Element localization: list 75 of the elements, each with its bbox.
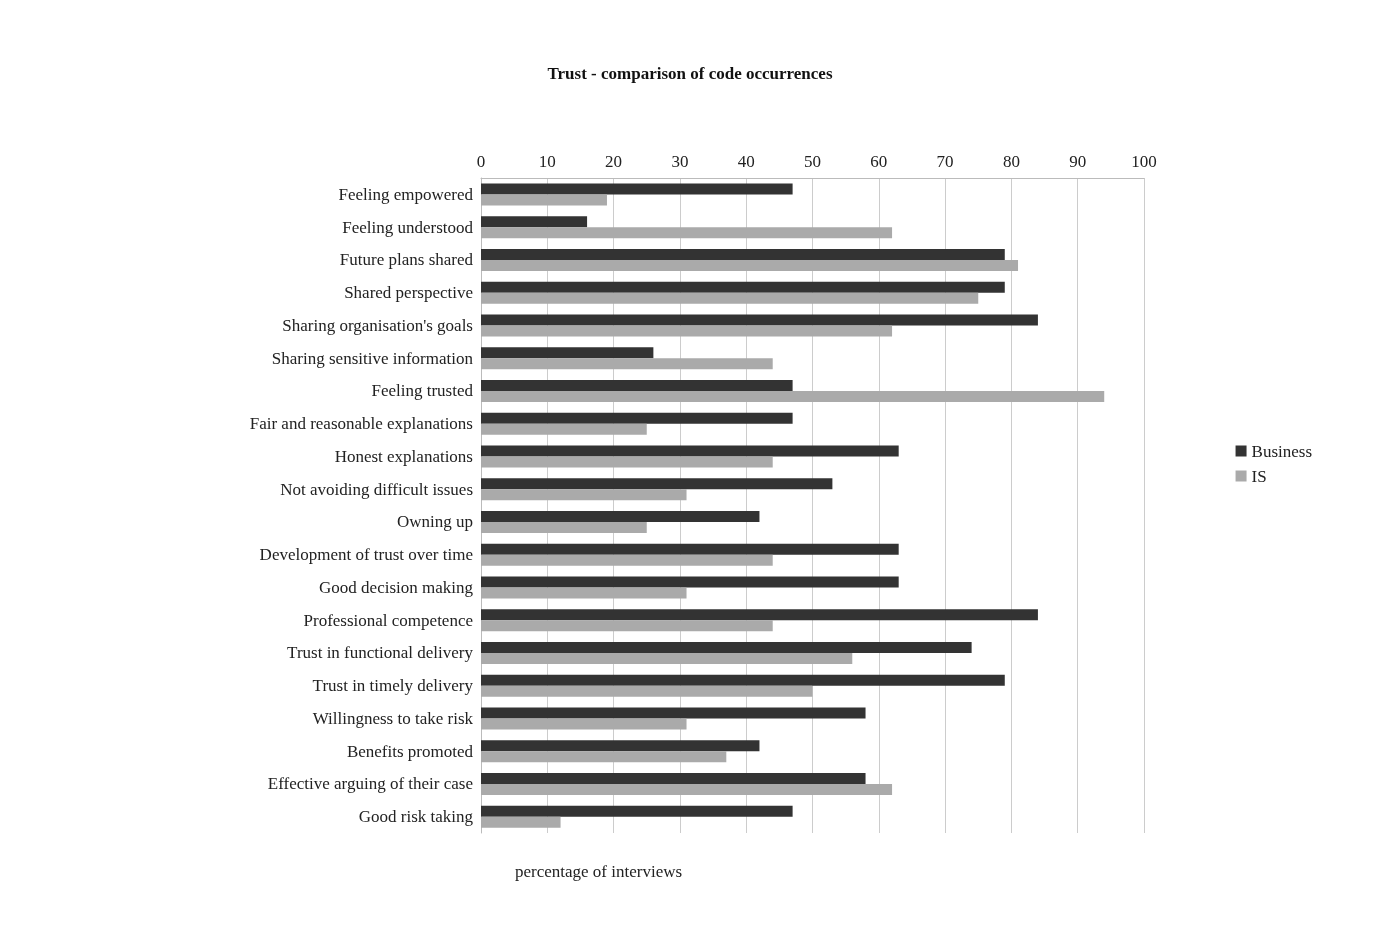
bar [481,816,561,828]
y-tick-label: Trust in functional delivery [287,643,474,663]
bar [481,609,1038,621]
y-tick-label: Development of trust over time [259,545,473,565]
x-tick-label: 10 [538,152,556,171]
x-tick-label: 80 [1002,152,1020,171]
bar [481,292,979,304]
y-tick-label: Not avoiding difficult issues [280,479,473,499]
bar [481,641,972,653]
y-tick-label: Sharing organisation's goals [282,315,473,335]
bar [481,347,654,359]
bar [481,478,833,490]
bar [481,576,899,588]
y-tick-label: Feeling trusted [371,381,474,401]
bar [481,314,1038,326]
bar [481,674,1005,686]
bar [481,685,813,697]
bar [481,248,1005,260]
x-tick-label: 70 [936,152,954,171]
x-tick-label: 60 [870,152,888,171]
bar [481,259,1019,271]
y-tick-label: Benefits promoted [346,741,474,761]
bar [481,358,773,370]
bar [481,510,760,522]
bar [481,227,893,239]
y-tick-label: Feeling empowered [338,184,474,204]
x-tick-label: 100 [1131,152,1157,171]
bar [481,216,588,228]
x-tick-label: 30 [671,152,689,171]
bar [481,805,793,817]
y-tick-label: Owning up [396,512,473,532]
x-tick-label: 90 [1069,152,1087,171]
bar [481,183,793,195]
bar [481,489,687,501]
bar [481,587,687,599]
legend-label: IS [1251,466,1267,486]
bar [481,652,853,664]
bar [481,751,727,763]
y-tick-label: Good risk taking [358,807,474,827]
bar [481,554,773,566]
bar [481,412,793,424]
chart-title: Trust - comparison of code occurrences [547,64,833,83]
bar [481,620,773,632]
x-tick-label: 20 [605,152,623,171]
x-tick-label: 0 [476,152,486,171]
x-axis-title: percentage of interviews [515,862,683,881]
bar [481,772,866,784]
x-tick-label: 50 [804,152,821,171]
y-tick-label: Good decision making [319,577,474,597]
y-tick-label: Future plans shared [339,250,474,270]
bar [481,194,607,206]
y-tick-label: Willingness to take risk [312,708,474,728]
bar [481,718,687,730]
x-tick-label: 40 [737,152,755,171]
bar [481,707,866,719]
bar [481,390,1105,402]
bar [481,445,899,457]
bar [481,281,1005,293]
y-tick-label: Fair and reasonable explanations [249,414,473,434]
y-tick-label: Trust in timely delivery [312,676,474,696]
bar [481,325,893,337]
bar [481,379,793,391]
bar [481,521,647,533]
y-tick-label: Sharing sensitive information [271,348,474,368]
y-tick-label: Feeling understood [342,217,474,237]
y-tick-label: Honest explanations [334,446,473,466]
y-tick-label: Effective arguing of their case [267,774,473,794]
bar [481,456,773,468]
bar [481,740,760,752]
y-tick-label: Professional competence [303,610,473,630]
bar [481,543,899,555]
legend-label: Business [1251,441,1313,461]
y-tick-label: Shared perspective [344,283,473,303]
bar [481,783,893,795]
bar [481,423,647,435]
